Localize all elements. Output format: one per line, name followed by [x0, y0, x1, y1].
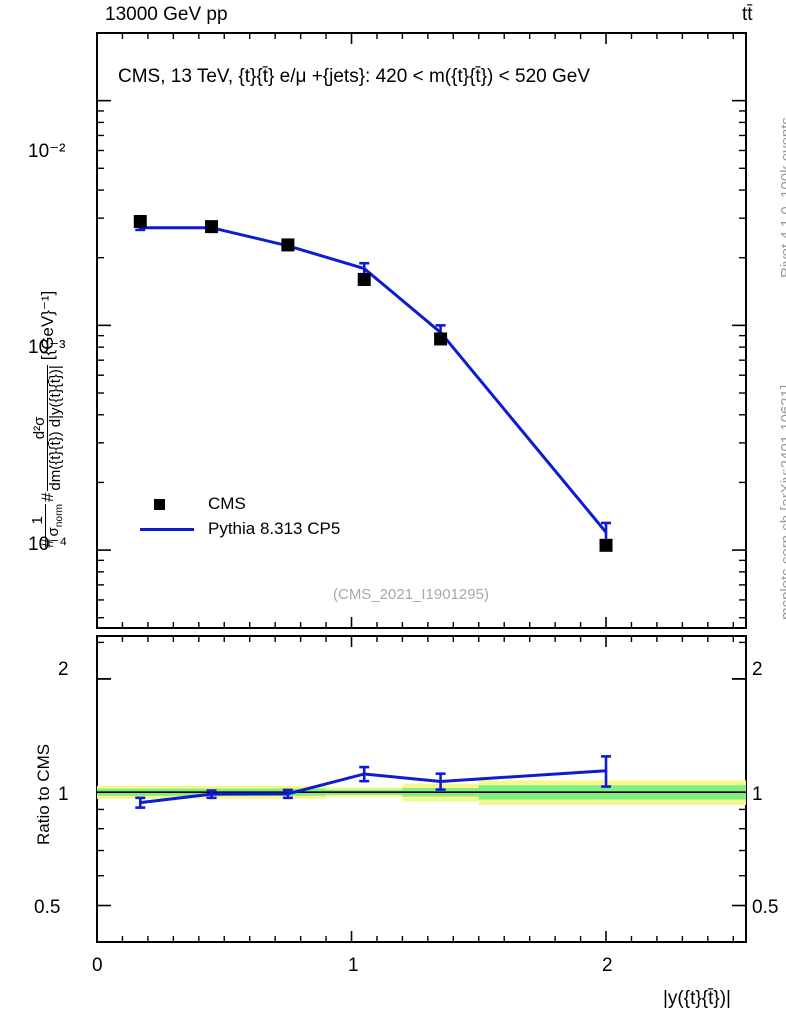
legend-label-pythia: Pythia 8.313 CP5 [208, 519, 341, 538]
main-cms-marker [281, 238, 295, 252]
main-ytick-label-1e-2: 10⁻² [28, 141, 66, 162]
ratio-ytick-label-2-left: 2 [58, 659, 69, 680]
beam-energy-label: 13000 GeV pp [105, 4, 228, 25]
main-panel-frame [96, 32, 747, 629]
xtick-label-2: 2 [602, 955, 613, 976]
main-ytick-label-1e-4: 10⁻⁴ [28, 534, 68, 555]
plot-title: CMS, 13 TeV, {t}{t̄} e/μ +{jets}: 420 < … [118, 66, 591, 87]
legend-label-cms: CMS [208, 494, 246, 513]
main-cms-marker [599, 538, 613, 552]
legend-item-pythia[interactable]: Pythia 8.313 CP5 [140, 516, 340, 542]
main-cms-marker [434, 332, 448, 346]
main-cms-marker [357, 272, 371, 286]
ratio-ytick-label-0.5-left: 0.5 [34, 897, 61, 918]
legend: CMS Pythia 8.313 CP5 [140, 492, 340, 542]
process-label: tt̄ [742, 4, 753, 25]
main-cms-marker [133, 214, 147, 228]
ratio-ytick-label-2-right: 2 [752, 659, 763, 680]
xtick-label-1: 1 [348, 955, 359, 976]
ratio-mc-curve [140, 769, 607, 805]
ratio-ytick-label-0.5-right: 0.5 [752, 897, 779, 918]
legend-line-icon [140, 527, 194, 531]
ratio-ytick-label-1-right: 1 [752, 784, 763, 805]
main-ytick-label-1e-3: 10⁻³ [28, 337, 66, 358]
main-mc-curve [140, 226, 608, 534]
legend-item-cms[interactable]: CMS [140, 492, 340, 516]
xtick-label-0: 0 [92, 955, 103, 976]
main-cms-marker [205, 220, 219, 234]
legend-marker-square-icon [154, 498, 165, 510]
x-axis-label: |y({t}{t̄})| [663, 988, 731, 1009]
analysis-id-watermark: (CMS_2021_I1901295) [333, 586, 489, 603]
ratio-ytick-label-1-left: 1 [58, 784, 69, 805]
